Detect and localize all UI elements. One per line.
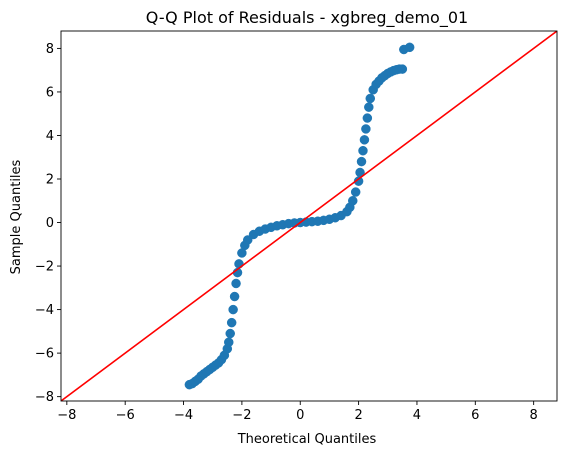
- y-tick-label: −4: [35, 303, 54, 318]
- qq-point: [356, 156, 367, 167]
- y-tick-label: −6: [35, 347, 54, 362]
- qq-point: [242, 235, 253, 245]
- qq-point: [397, 64, 408, 74]
- qq-point: [231, 278, 241, 289]
- qq-point: [361, 124, 371, 134]
- qq-point: [364, 102, 374, 112]
- y-tick-label: 0: [46, 216, 54, 231]
- qq-point: [359, 135, 370, 145]
- qq-points: [184, 42, 415, 390]
- qq-point: [362, 113, 373, 123]
- y-tick-label: 2: [46, 173, 54, 188]
- x-tick-label: 8: [530, 408, 538, 423]
- qq-point: [226, 317, 237, 328]
- x-tick-label: 6: [471, 408, 479, 423]
- y-tick-label: 8: [46, 42, 54, 57]
- x-axis-label: Theoretical Quantiles: [237, 432, 377, 447]
- x-tick-label: −4: [174, 408, 193, 423]
- x-tick-label: 4: [413, 408, 421, 423]
- y-tick-label: 4: [46, 129, 54, 144]
- reference-line: [61, 31, 557, 401]
- plot-area: −8 −6 −4 −2 0 2 4 6 8 −8 −6 −4 −2 0 2 4 6 8: [35, 30, 558, 423]
- qq-point: [228, 304, 238, 315]
- y-tick-label: 6: [46, 85, 54, 100]
- qq-point: [365, 93, 376, 104]
- axes-frame: [60, 30, 558, 402]
- chart-title: Q-Q Plot of Residuals - xgbreg_demo_01: [146, 8, 468, 28]
- x-tick-label: −2: [232, 408, 251, 423]
- y-tick-label: −2: [35, 260, 54, 275]
- x-tick-label: −6: [116, 408, 135, 423]
- x-tick-label: 0: [296, 408, 304, 423]
- qq-point: [348, 196, 358, 206]
- qq-point: [229, 291, 240, 302]
- qq-point: [224, 337, 234, 347]
- qq-point: [234, 259, 244, 269]
- qq-point: [350, 187, 361, 197]
- qq-point: [404, 42, 415, 53]
- qq-point: [225, 328, 235, 339]
- y-axis-label: Sample Quantiles: [9, 159, 24, 274]
- x-tick-label: −8: [57, 408, 76, 423]
- data-marks: [61, 31, 557, 401]
- x-tick-label: 2: [354, 408, 362, 423]
- y-tick-label: −8: [35, 390, 54, 405]
- qq-point: [358, 145, 368, 156]
